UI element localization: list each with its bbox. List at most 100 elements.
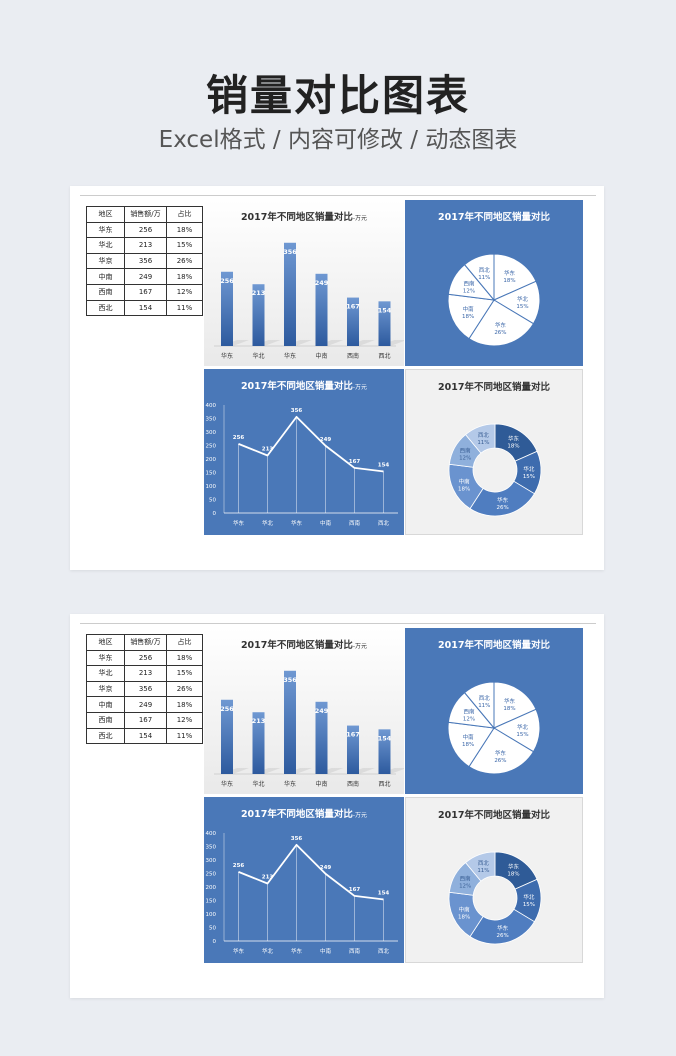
excel-sheet-preview-2: 地区 销售额/万 占比 华东 256 18% 华北 213 15% 华京 356 26% 中南 249 18… [70,614,604,998]
table-cell: 18% [166,649,203,667]
y-tick-label: 150 [206,899,217,905]
table-cell: 356 [124,680,167,698]
slice-label: 西南 [460,447,472,455]
x-tick-label: 中南 [320,947,332,955]
slice-label: 华东 [495,321,507,329]
x-tick-label: 华东 [221,352,233,360]
excel-sheet-preview-1: 地区 销售额/万 占比 华东 256 18% 华北 213 15% 华京 356 26% 中南 249 18… [70,186,604,570]
bar [378,301,391,346]
line-value-label: 167 [349,887,361,893]
page-subtitle: Excel格式 / 内容可修改 / 动态图表 [158,127,518,153]
bar [347,725,359,774]
pie-slice [468,299,535,347]
line-value-label: 249 [320,437,332,443]
y-tick-label: 0 [213,939,217,945]
y-tick-label: 250 [206,444,217,450]
slice-percent: 11% [478,703,490,709]
bar-value-label: 356 [283,248,297,256]
bar-chart-panel: 2017年不同地区销量对比-万元 256 华东 213 华北 356 华东 249 中南 167… [204,200,404,366]
table-cell: 西北 [86,299,125,317]
table-cell: 华北 [86,237,125,254]
line-value-label: 256 [233,435,245,441]
slice-percent: 15% [523,474,535,480]
slice-percent: 26% [497,933,509,939]
table-header-cell: 占比 [166,206,203,223]
slice-label: 西北 [479,266,491,274]
x-tick-label: 华东 [291,947,303,955]
slice-percent: 26% [494,758,506,764]
table-cell: 华京 [86,680,125,698]
x-tick-label: 华北 [262,947,274,955]
slice-label: 中南 [463,305,475,313]
line-value-label: 256 [233,863,245,869]
slice-label: 华东 [504,697,516,705]
donut-slice [465,423,496,454]
table-cell: 华北 [86,665,125,682]
bar [221,271,233,346]
slice-percent: 15% [516,304,528,310]
y-tick-label: 200 [206,457,217,463]
table-cell: 华东 [86,221,125,239]
table-header-row: 地区 销售额/万 占比 [86,634,203,651]
slice-label: 西南 [463,707,475,715]
x-tick-label: 华东 [291,519,303,527]
y-tick-label: 50 [209,498,216,504]
sheet-divider [80,623,596,624]
table-cell: 西南 [86,283,125,301]
donut-chart-panel: 2017年不同地区销量对比 华东 18% 华北 15% 华东 26% 中南 18% 西南 12% 西… [405,797,583,963]
table-row: 中南 249 18% [86,268,203,285]
slice-label: 西南 [463,279,475,287]
table-cell: 249 [124,696,167,713]
table-cell: 26% [166,252,203,270]
line-chart-panel: 2017年不同地区销量对比-万元 0 50 100 150 200 250 300 350 40… [204,369,404,535]
bar [284,670,296,774]
slice-label: 中南 [459,905,471,913]
y-tick-label: 150 [206,471,217,477]
slice-label: 华东 [497,924,509,932]
slice-percent: 12% [463,716,475,722]
slice-label: 华北 [517,295,529,303]
series-line [238,843,384,901]
table-cell: 18% [166,696,203,713]
slice-percent: 18% [507,443,519,449]
x-tick-label: 华东 [284,780,296,788]
x-tick-label: 华东 [233,519,245,527]
slice-percent: 11% [477,868,489,874]
x-tick-label: 西南 [347,780,359,788]
slice-label: 华东 [508,862,520,870]
pie-slice [468,727,535,775]
bar-value-label: 256 [220,277,234,285]
pie-chart-panel: 2017年不同地区销量对比 华东 18% 华北 15% 华东 26% 中南 18% 西南 12% 西… [405,200,583,366]
table-cell: 249 [124,268,167,285]
x-tick-label: 华东 [233,947,245,955]
y-tick-label: 0 [213,511,217,517]
slice-label: 华东 [497,496,509,504]
bar [315,701,328,774]
table-cell: 167 [124,711,167,729]
bar-chart-title: 2017年不同地区销量对比-万元 [240,212,368,223]
bar [252,284,265,346]
table-row: 华京 356 26% [86,252,203,270]
pie-slice [493,681,537,729]
y-tick-label: 400 [206,831,217,837]
slice-label: 华北 [523,893,535,901]
table-cell: 中南 [86,696,125,713]
bar-chart-title: 2017年不同地区销量对比-万元 [240,640,368,651]
slice-label: 西南 [460,875,472,883]
slice-percent: 18% [462,742,474,748]
table-cell: 15% [166,665,203,682]
table-row: 西北 154 11% [86,299,203,317]
slice-label: 西北 [479,694,491,702]
bar [221,699,233,774]
table-cell: 154 [124,299,167,317]
y-tick-label: 100 [206,484,217,490]
slice-percent: 15% [523,902,535,908]
slice-label: 华东 [504,269,516,277]
x-tick-label: 华北 [252,780,264,788]
table-header-cell: 地区 [86,634,125,651]
table-header-cell: 销售额/万 [124,634,167,651]
bar-chart-panel: 2017年不同地区销量对比-万元 256 华东 213 华北 356 华东 249 中南 167… [204,628,404,794]
bar-value-label: 154 [378,734,392,742]
slice-label: 中南 [463,733,475,741]
donut-chart-title: 2017年不同地区销量对比 [438,810,550,821]
